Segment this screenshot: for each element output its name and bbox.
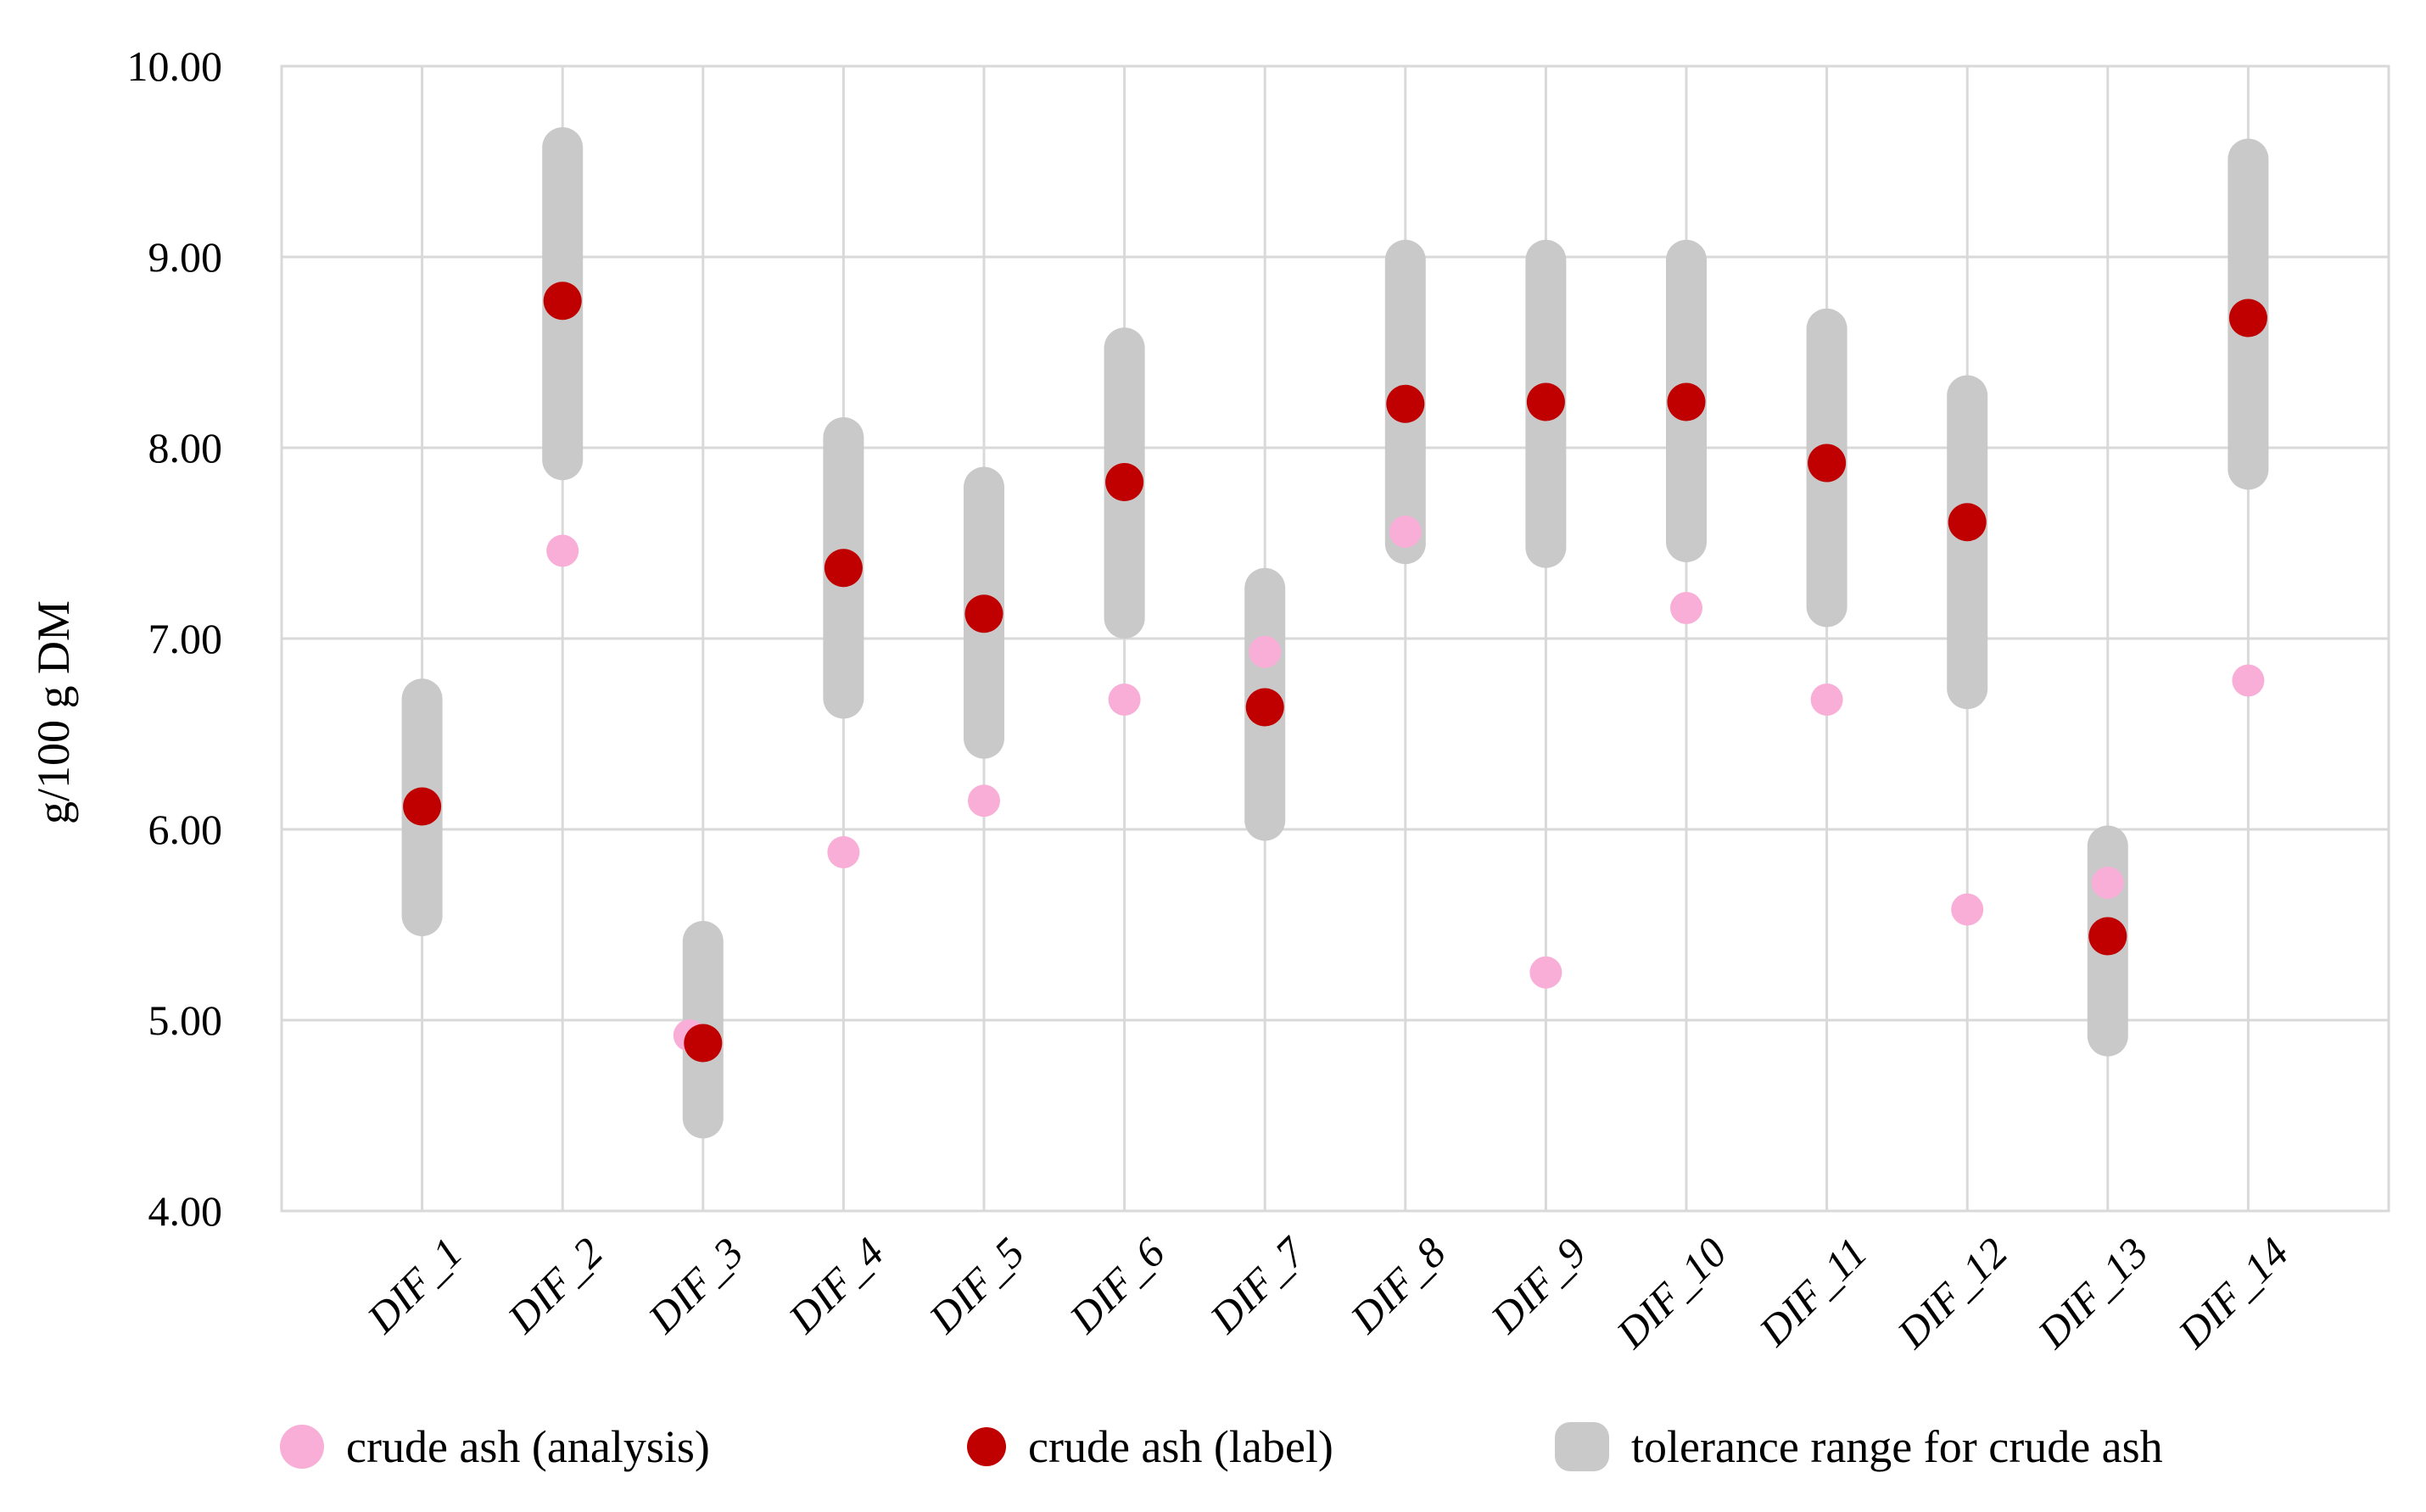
label-circle-swatch-icon [967, 1427, 1006, 1466]
label-point [1808, 444, 1847, 483]
legend-label: crude ash (analysis) [346, 1421, 710, 1472]
analysis-point [1389, 516, 1422, 548]
analysis-point [2232, 664, 2265, 697]
label-point [1245, 688, 1284, 727]
analysis-point [1108, 683, 1141, 716]
label-point [543, 282, 582, 321]
legend-label: tolerance range for crude ash [1631, 1421, 2163, 1472]
y-tick-label: 5.00 [148, 996, 223, 1044]
y-tick-label: 4.00 [148, 1187, 223, 1235]
label-point [824, 549, 863, 588]
x-tick-label: DIF_13 [2028, 1228, 2157, 1357]
y-tick-label: 6.00 [148, 806, 223, 853]
x-tick-label: DIF_3 [638, 1228, 752, 1342]
x-tick-label: DIF_12 [1887, 1228, 2016, 1357]
x-tick-label: DIF_8 [1340, 1228, 1455, 1342]
y-tick-label: 9.00 [148, 233, 223, 281]
label-point [684, 1024, 723, 1063]
analysis-point [2091, 867, 2124, 899]
x-tick-label: DIF_9 [1481, 1228, 1596, 1342]
x-tick-label: DIF_4 [779, 1228, 893, 1342]
plot-border [280, 64, 2390, 1213]
x-tick-label: DIF_2 [498, 1228, 612, 1342]
tolerance-bar [1947, 375, 1988, 710]
legend-item: tolerance range for crude ash [1555, 1417, 2163, 1476]
y-tick-label: 10.00 [127, 42, 223, 90]
label-point [2228, 298, 2267, 338]
x-tick-label: DIF_7 [1200, 1227, 1316, 1342]
legend-item: crude ash (analysis) [280, 1417, 710, 1476]
range-bar-swatch-icon [1555, 1422, 1609, 1471]
label-point [964, 594, 1003, 633]
label-point [2088, 917, 2127, 956]
analysis-point [1951, 893, 1984, 926]
label-point [1526, 382, 1565, 421]
x-tick-label: DIF_10 [1607, 1228, 1736, 1357]
legend-label: crude ash (label) [1028, 1421, 1333, 1472]
x-tick-label: DIF_5 [919, 1228, 1033, 1342]
label-point [1386, 384, 1425, 423]
y-tick-label: 7.00 [148, 615, 223, 662]
label-point [1948, 503, 1987, 542]
analysis-point [1670, 592, 1702, 624]
legend-item: crude ash (label) [967, 1417, 1333, 1476]
label-point [1667, 382, 1706, 421]
x-tick-label: DIF_11 [1749, 1228, 1876, 1355]
analysis-point [968, 784, 1000, 817]
x-tick-label: DIF_14 [2168, 1228, 2297, 1357]
analysis-point [1249, 635, 1282, 668]
y-tick-label: 8.00 [148, 424, 223, 471]
analysis-circle-swatch-icon [280, 1425, 324, 1469]
analysis-point [1810, 683, 1843, 716]
analysis-point [546, 534, 579, 567]
x-tick-label: DIF_6 [1059, 1228, 1174, 1342]
x-tick-label: DIF_1 [357, 1228, 472, 1342]
label-point [403, 787, 442, 826]
label-point [1105, 463, 1144, 501]
analysis-point [827, 836, 860, 868]
analysis-point [1529, 956, 1562, 989]
